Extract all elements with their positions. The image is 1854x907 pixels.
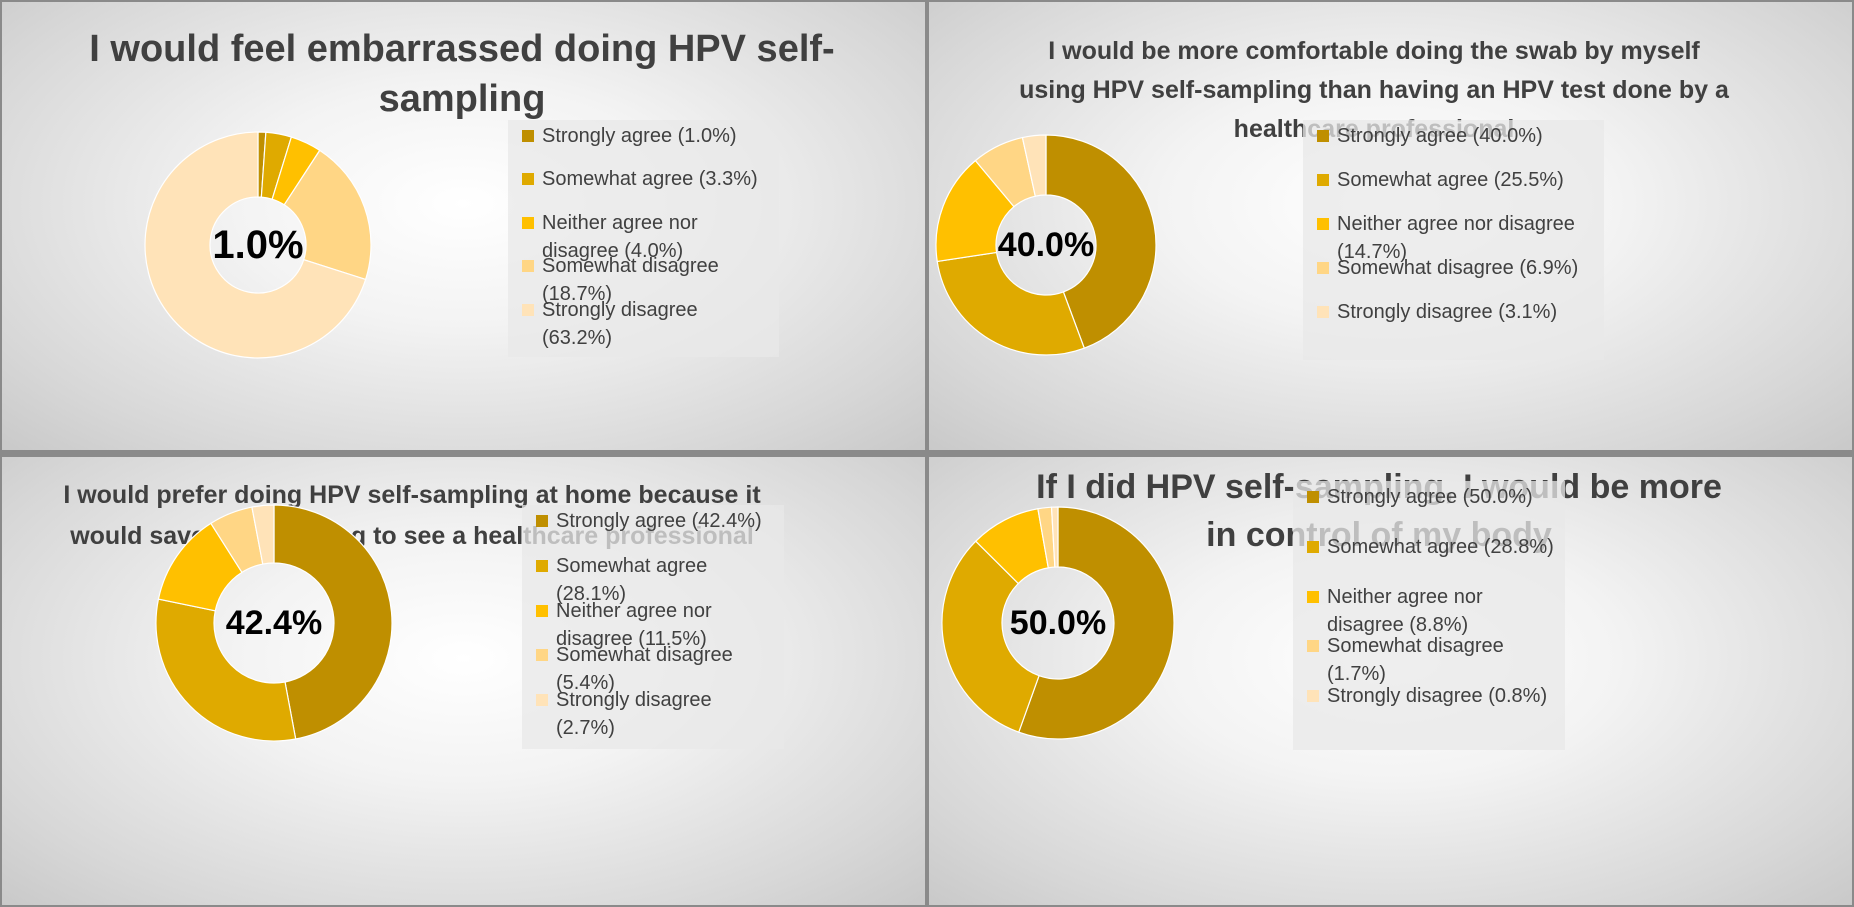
donut-slice-somewhat-agree	[941, 540, 1040, 733]
legend-swatch	[522, 303, 534, 316]
legend-item: Neither agree nor disagree (8.8%)	[1307, 583, 1557, 639]
legend-swatch	[1317, 262, 1329, 274]
donut-slice-somewhat-agree	[936, 251, 1086, 356]
legend-label: Somewhat agree (28.8%)	[1327, 535, 1554, 558]
legend-item: Neither agree nor disagree (11.5%)	[536, 597, 776, 653]
legend-item: Strongly agree (50.0%)	[1307, 483, 1557, 511]
legend-swatch	[536, 604, 548, 617]
donut-slice-strongly-disagree	[1021, 134, 1047, 197]
legend-label: Strongly agree (50.0%)	[1327, 486, 1533, 508]
chart-title: I would feel embarrassed doing HPV self-…	[89, 28, 835, 120]
donut-chart: 40.0%	[934, 133, 1158, 357]
legend-label: Strongly agree (42.4%)	[556, 510, 762, 532]
donut-svg	[155, 504, 393, 742]
legend-item: Strongly disagree (2.7%)	[536, 686, 776, 742]
donut-chart: 42.4%	[154, 503, 394, 743]
legend-item: Neither agree nor disagree (14.7%)	[1317, 210, 1596, 266]
legend-item: Somewhat agree (25.5%)	[1317, 166, 1596, 194]
donut-slice-strongly-agree	[273, 504, 393, 740]
legend-item: Strongly agree (1.0%)	[522, 122, 771, 150]
chart-legend: Strongly agree (40.0%) Somewhat agree (25…	[1303, 120, 1604, 360]
legend-item: Somewhat agree (3.3%)	[522, 165, 771, 193]
donut-slice-strongly-agree	[1045, 134, 1157, 349]
legend-swatch	[1317, 174, 1329, 186]
legend-item: Somewhat disagree (1.7%)	[1307, 632, 1557, 688]
donut-chart: 1.0%	[143, 130, 373, 360]
legend-label: Somewhat disagree (1.7%)	[1327, 635, 1504, 686]
legend-label: Strongly disagree (63.2%)	[542, 298, 698, 349]
legend-swatch	[1317, 130, 1329, 142]
donut-slice-strongly-agree	[1017, 506, 1175, 740]
donut-slice-strongly-disagree	[144, 131, 367, 359]
legend-swatch	[1307, 540, 1319, 553]
chart-legend: Strongly agree (1.0%) Somewhat agree (3.3…	[508, 120, 779, 357]
donut-svg	[144, 131, 372, 359]
legend-swatch	[1307, 640, 1319, 653]
chart-panel-comfortable: I would be more comfortable doing the sw…	[929, 2, 1852, 450]
legend-swatch	[522, 173, 534, 186]
legend-swatch	[522, 216, 534, 229]
legend-item: Strongly agree (40.0%)	[1317, 122, 1596, 150]
legend-item: Somewhat disagree (18.7%)	[522, 252, 771, 308]
legend-item: Strongly disagree (63.2%)	[522, 296, 771, 352]
legend-swatch	[1307, 491, 1319, 503]
donut-slice-strongly-disagree	[1050, 506, 1059, 568]
donut-chart: 50.0%	[940, 505, 1176, 741]
legend-label: Strongly disagree (3.1%)	[1337, 301, 1558, 323]
legend-item: Somewhat disagree (6.9%)	[1317, 254, 1596, 282]
chart-panel-control-body: If I did HPV self-sampling, I would be m…	[929, 457, 1852, 905]
donut-slice-strongly-disagree	[251, 504, 275, 565]
legend-item: Neither agree nor disagree (4.0%)	[522, 209, 771, 265]
legend-label: Somewhat agree (28.1%)	[556, 554, 708, 605]
legend-swatch	[536, 515, 548, 527]
legend-label: Somewhat disagree (18.7%)	[542, 255, 719, 306]
donut-slice-somewhat-disagree	[283, 149, 372, 281]
legend-label: Somewhat disagree (5.4%)	[556, 644, 733, 695]
legend-swatch	[536, 559, 548, 572]
legend-label: Strongly disagree (0.8%)	[1327, 685, 1548, 708]
legend-swatch	[536, 694, 548, 707]
chart-panel-embarrassed: I would feel embarrassed doing HPV self-…	[2, 2, 925, 450]
chart-panel-prefer-home: I would prefer doing HPV self-sampling a…	[2, 457, 925, 905]
legend-item: Strongly disagree (3.1%)	[1317, 298, 1596, 326]
legend-label: Strongly agree (1.0%)	[542, 125, 737, 147]
legend-label: Neither agree nor disagree (11.5%)	[556, 599, 712, 650]
legend-item: Somewhat agree (28.8%)	[1307, 533, 1557, 561]
legend-item: Somewhat agree (28.1%)	[536, 552, 776, 608]
legend-swatch	[1307, 590, 1319, 603]
legend-label: Somewhat agree (25.5%)	[1337, 169, 1564, 191]
legend-swatch	[522, 260, 534, 273]
legend-swatch	[1307, 690, 1319, 703]
legend-item: Somewhat disagree (5.4%)	[536, 641, 776, 697]
legend-label: Neither agree nor disagree (4.0%)	[542, 211, 698, 262]
legend-item: Strongly agree (42.4%)	[536, 507, 776, 535]
legend-label: Neither agree nor disagree (14.7%)	[1337, 213, 1575, 263]
legend-label: Strongly agree (40.0%)	[1337, 125, 1543, 147]
legend-swatch	[522, 130, 534, 142]
legend-label: Neither agree nor disagree (8.8%)	[1327, 585, 1483, 636]
donut-svg	[941, 506, 1175, 740]
chart-legend: Strongly agree (50.0%) Somewhat agree (28…	[1293, 481, 1565, 750]
legend-label: Somewhat agree (3.3%)	[542, 168, 758, 191]
legend-swatch	[536, 649, 548, 662]
legend-label: Strongly disagree (2.7%)	[556, 689, 712, 740]
legend-item: Strongly disagree (0.8%)	[1307, 682, 1557, 710]
donut-svg	[935, 134, 1157, 356]
legend-label: Somewhat disagree (6.9%)	[1337, 257, 1579, 279]
legend-swatch	[1317, 218, 1329, 230]
chart-legend: Strongly agree (42.4%) Somewhat agree (28…	[522, 505, 784, 749]
donut-slice-somewhat-agree	[155, 598, 297, 742]
chart-title: I would be more comfortable doing the sw…	[1019, 37, 1729, 143]
legend-swatch	[1317, 306, 1329, 318]
